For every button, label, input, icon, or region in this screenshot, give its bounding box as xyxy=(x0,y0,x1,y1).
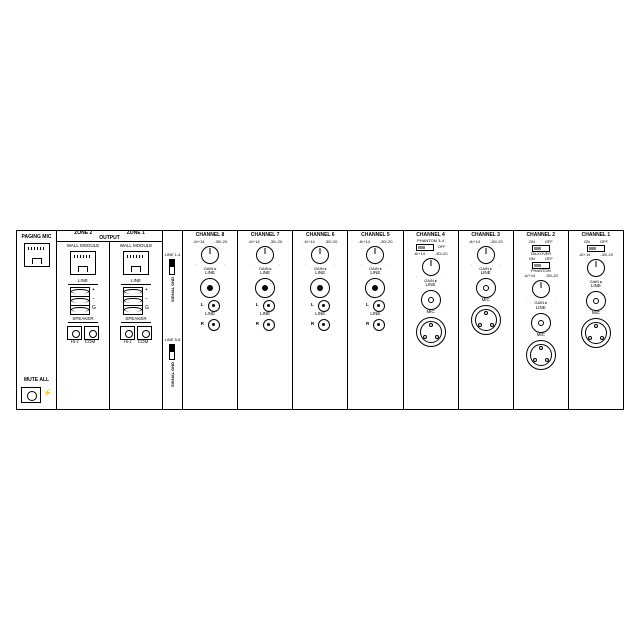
channel-8: CHANNEL 8 -6/+14-30/-20 ··· GAIN ▸ LINE … xyxy=(183,231,238,409)
gain-knob[interactable] xyxy=(477,246,495,264)
trs-jack[interactable] xyxy=(586,291,606,311)
gain-knob[interactable] xyxy=(422,258,440,276)
xlr-jack[interactable] xyxy=(581,318,611,348)
trs-jack[interactable] xyxy=(255,278,275,298)
zone-2: WALL MODULE LINE +−G SPEAKER Hi-z COM xyxy=(57,242,110,409)
spk-com-z1[interactable] xyxy=(137,326,152,340)
bolt-icon: ⚡ xyxy=(43,389,52,397)
rca-r[interactable] xyxy=(373,319,385,331)
ch1-switch[interactable] xyxy=(587,245,605,252)
channel-6: CHANNEL 6 -6/+14-30/-20 ··· GAIN ▸ LINE … xyxy=(293,231,348,409)
channel-3: CHANNEL 3 -6/+14-30/-20 ··· GAIN ▸ LINE … xyxy=(459,231,514,409)
phantom34-switch[interactable] xyxy=(416,244,434,251)
gain-knob[interactable] xyxy=(201,246,219,264)
wall-label-2: WALL MODULE xyxy=(67,244,99,249)
channels: CHANNEL 8 -6/+14-30/-20 ··· GAIN ▸ LINE … xyxy=(183,231,623,409)
dip-5-8[interactable] xyxy=(169,344,175,360)
channel-2: CHANNEL 2 ONOFF TALKOVER ONOFF PHANTOM -… xyxy=(514,231,569,409)
trs-jack[interactable] xyxy=(365,278,385,298)
dip-1-4[interactable] xyxy=(169,259,175,275)
trs-jack[interactable] xyxy=(476,278,496,298)
rj45-zone2[interactable] xyxy=(70,251,96,275)
gain-knob[interactable] xyxy=(532,280,550,298)
trs-jack[interactable] xyxy=(200,278,220,298)
channel-7: CHANNEL 7 -6/+14-30/-20 ··· GAIN ▸ LINE … xyxy=(238,231,293,409)
gain-knob[interactable] xyxy=(311,246,329,264)
rj45-paging[interactable] xyxy=(24,243,50,267)
xlr-jack[interactable] xyxy=(416,317,446,347)
rj45-zone1[interactable] xyxy=(123,251,149,275)
rear-panel: PAGING MIC MUTE ALL ⚡ ZONE 2 ZONE 1 OUTP… xyxy=(16,230,624,410)
line-euro-z1[interactable] xyxy=(123,287,143,315)
channel-1: CHANNEL 1 ONOFF -6/+14-30/-20 ··· GAIN ▸… xyxy=(569,231,623,409)
gain-knob[interactable] xyxy=(256,246,274,264)
sig-gnd-b: SIGNAL GND xyxy=(170,362,175,387)
xlr-jack[interactable] xyxy=(471,305,501,335)
gain-knob[interactable] xyxy=(587,259,605,277)
channel-4: CHANNEL 4 PHANTOM 3-4 OFF -6/+14-30/-20 … xyxy=(404,231,459,409)
spk-hi-z2[interactable] xyxy=(67,326,82,340)
talkover-switch[interactable] xyxy=(532,245,550,252)
trs-jack[interactable] xyxy=(310,278,330,298)
rca-r[interactable] xyxy=(208,319,220,331)
xlr-jack[interactable] xyxy=(526,340,556,370)
rca-r[interactable] xyxy=(318,319,330,331)
output-section: ZONE 2 ZONE 1 OUTPUT WALL MODULE LINE +−… xyxy=(57,231,163,409)
channel-5: CHANNEL 5 -6/+14-30/-20 ··· GAIN ▸ LINE … xyxy=(348,231,403,409)
wall-label-1: WALL MODULE xyxy=(120,244,152,249)
rca-r[interactable] xyxy=(263,319,275,331)
paging-section: PAGING MIC MUTE ALL ⚡ xyxy=(17,231,57,409)
line-euro-z2[interactable] xyxy=(70,287,90,315)
trs-jack[interactable] xyxy=(421,290,441,310)
spk-hi-z1[interactable] xyxy=(120,326,135,340)
paging-label: PAGING MIC xyxy=(22,235,52,241)
phantom-switch[interactable] xyxy=(532,262,550,269)
gain-knob[interactable] xyxy=(366,246,384,264)
mute-terminal[interactable] xyxy=(21,387,41,403)
sig-gnd-a: SIGNAL GND xyxy=(170,277,175,302)
zone-1: WALL MODULE LINE +−G SPEAKER Hi-z COM xyxy=(110,242,162,409)
ground-lift-section: LINE 1-4 SIGNAL GND LINE 5-8 SIGNAL GND xyxy=(163,231,183,409)
spk-com-z2[interactable] xyxy=(84,326,99,340)
trs-jack[interactable] xyxy=(531,313,551,333)
